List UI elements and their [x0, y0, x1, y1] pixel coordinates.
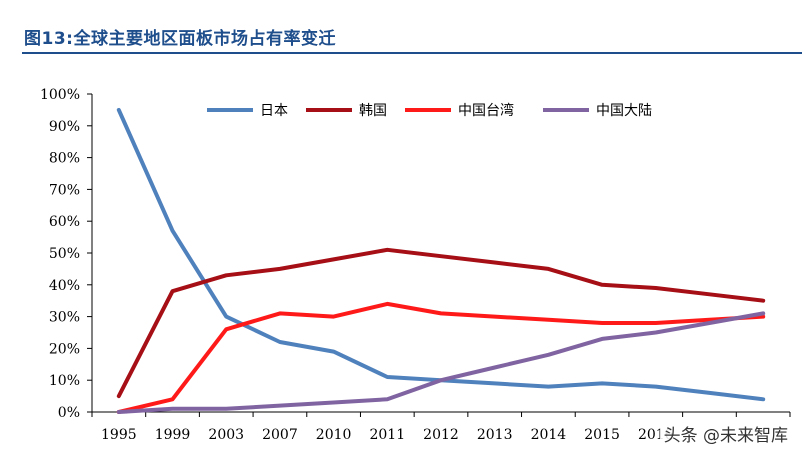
y-tick-label: 0% — [58, 405, 80, 421]
watermark: 头条 @未来智库 — [659, 421, 792, 446]
x-tick-label: 2012 — [423, 427, 459, 443]
series-line-3 — [116, 301, 766, 414]
y-tick-label: 90% — [49, 119, 80, 135]
x-tick-label: 1999 — [155, 427, 191, 443]
x-tick-label: 2010 — [316, 427, 352, 443]
x-tick-label: 2013 — [477, 427, 513, 443]
title-rule — [22, 52, 802, 54]
y-tick-label: 70% — [49, 182, 80, 198]
chart-title: 图13:全球主要地区面板市场占有率变迁 — [24, 29, 336, 49]
y-tick-label: 50% — [49, 246, 80, 262]
legend-label: 日本 — [260, 103, 288, 119]
legend-label: 中国台湾 — [458, 102, 514, 119]
y-tick-label: 80% — [49, 151, 80, 167]
legend-label: 中国大陆 — [596, 103, 652, 119]
y-tick-label: 30% — [49, 310, 80, 326]
series-line-4 — [116, 311, 766, 414]
y-tick-label: 100% — [40, 87, 80, 103]
y-tick-label: 20% — [49, 341, 80, 357]
x-tick-label: 2011 — [369, 427, 405, 443]
x-tick-label: 2003 — [208, 427, 244, 443]
y-tick-label: 60% — [49, 214, 80, 230]
series-line-2 — [116, 247, 766, 399]
x-tick-label: 2014 — [531, 427, 567, 443]
x-tick-label: 2007 — [262, 427, 298, 443]
x-tick-label: 1995 — [101, 427, 137, 443]
legend-label: 韩国 — [359, 103, 387, 119]
y-tick-label: 10% — [49, 373, 80, 389]
x-tick-label: 2015 — [584, 427, 620, 443]
y-tick-label: 40% — [49, 278, 80, 294]
